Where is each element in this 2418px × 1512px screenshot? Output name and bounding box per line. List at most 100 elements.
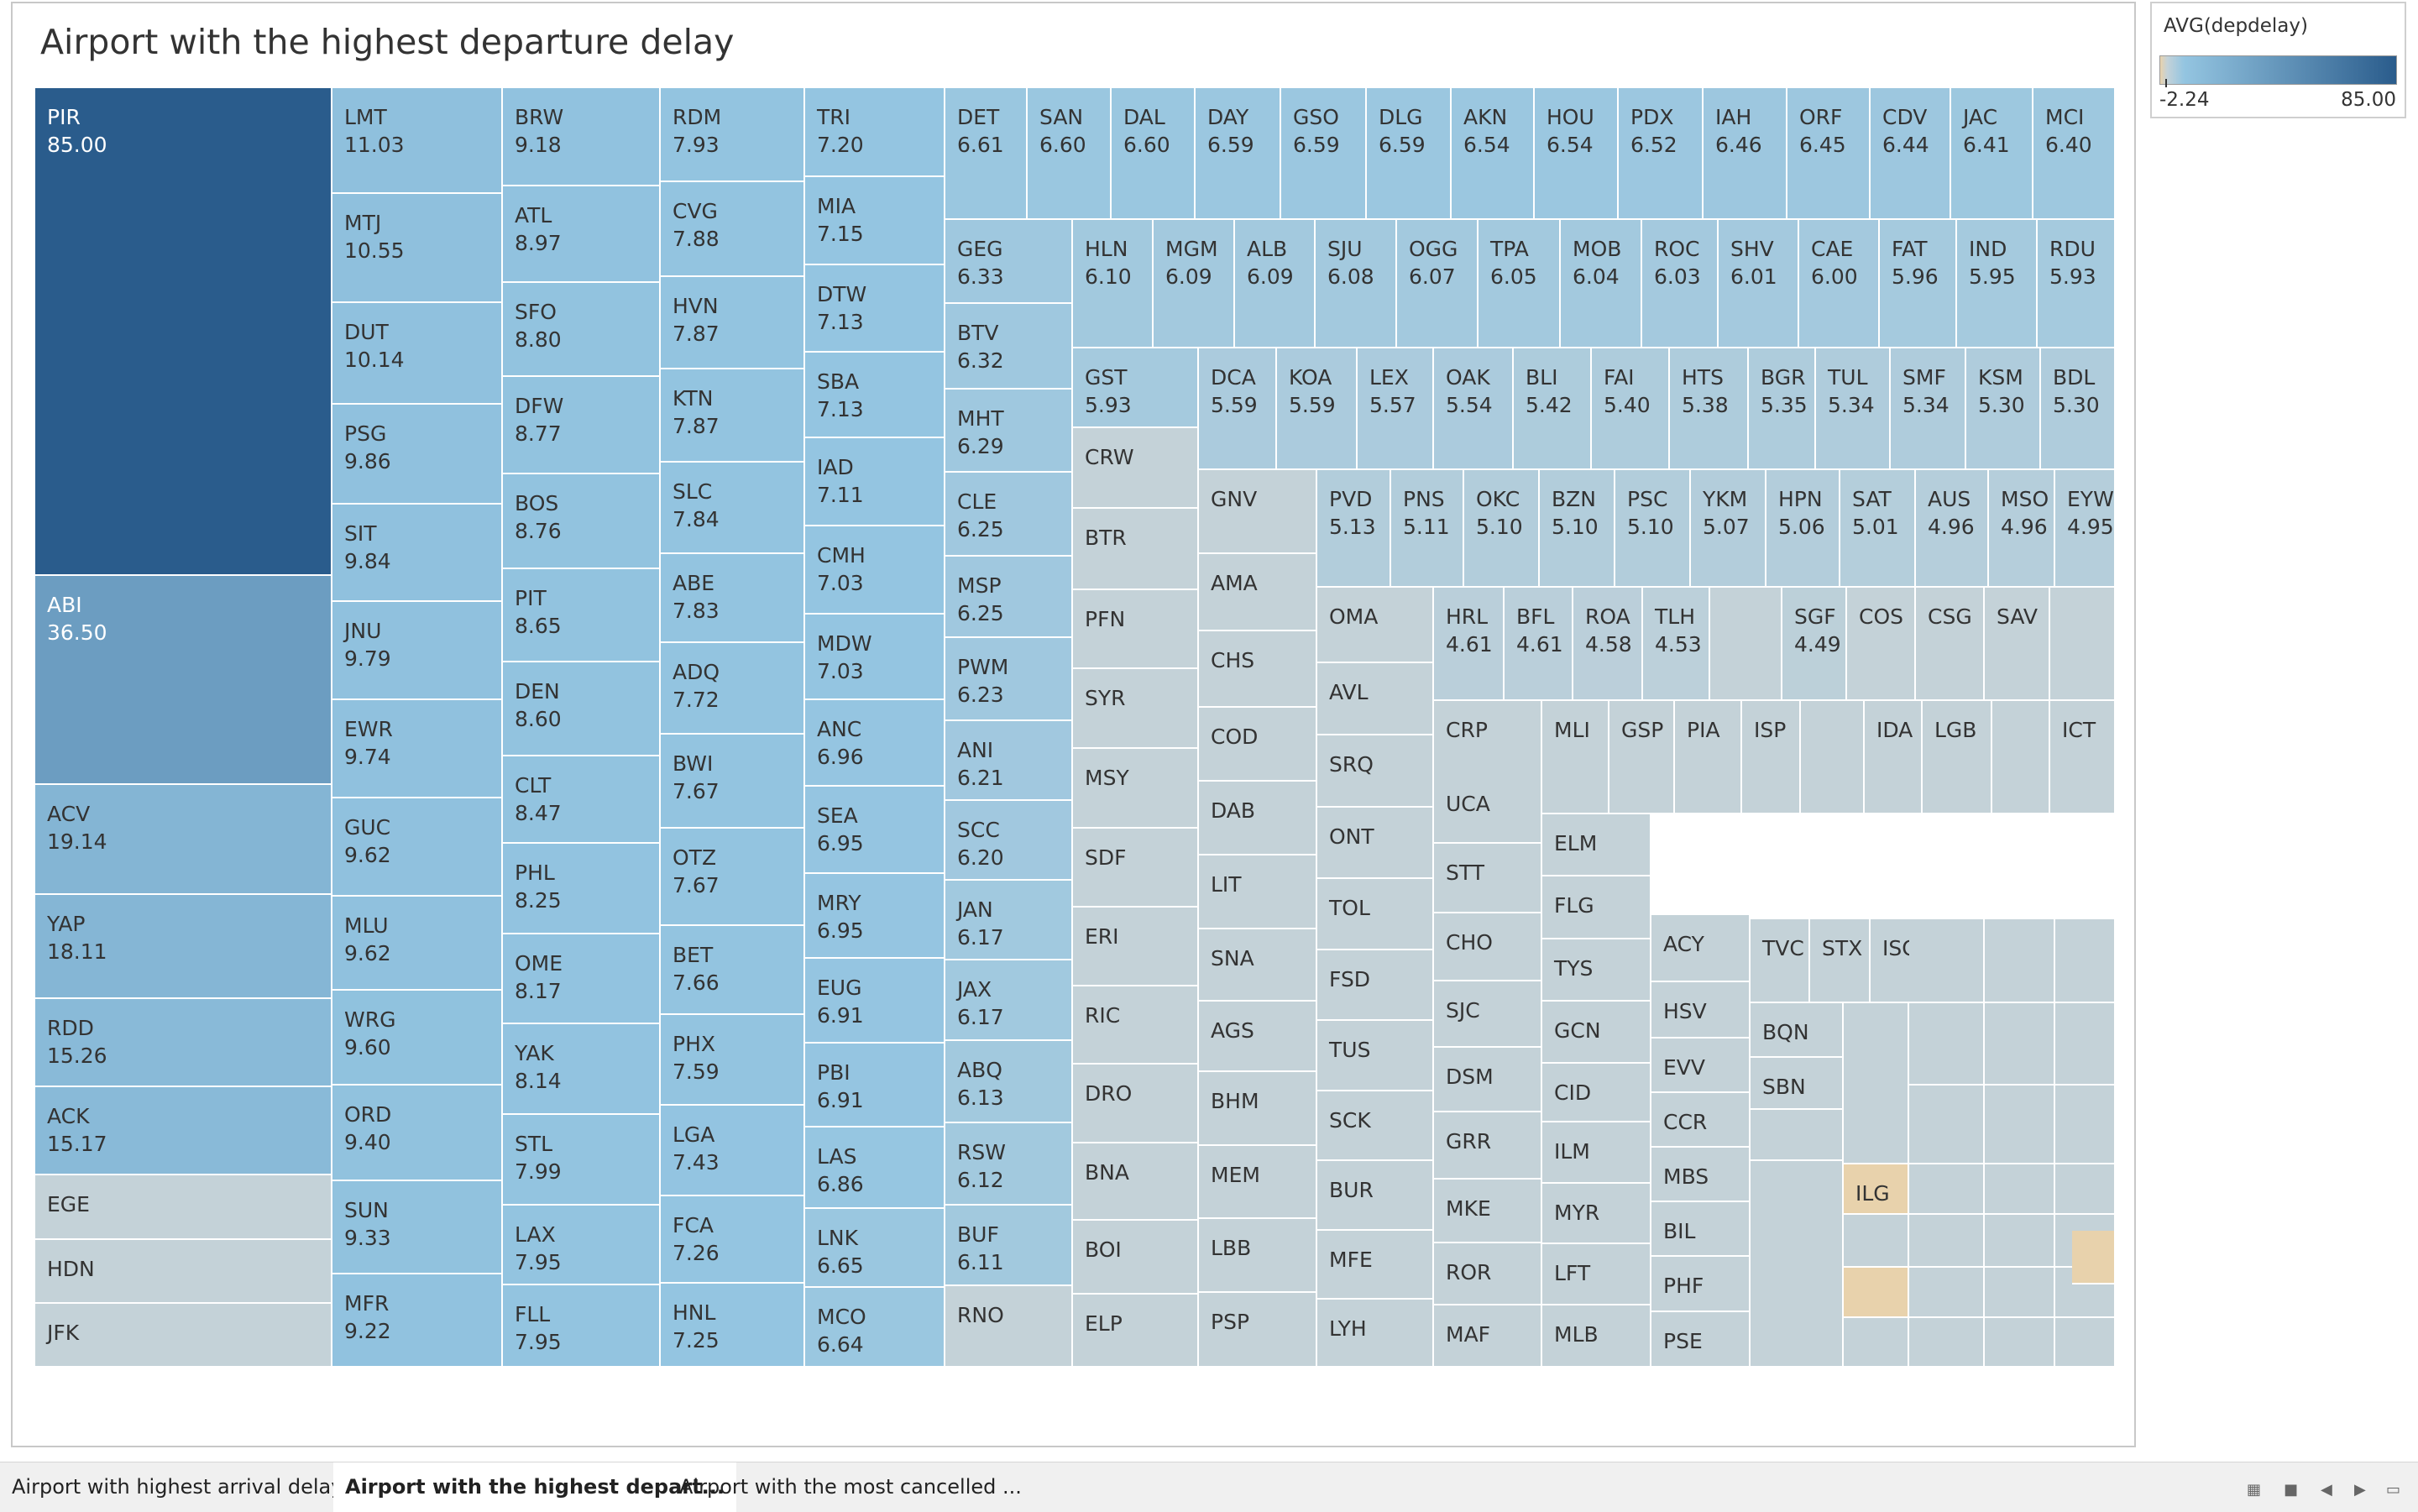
tile-ind[interactable]: IND 5.95: [1957, 220, 2038, 348]
tile-unlabeled[interactable]: [1909, 1268, 1985, 1318]
tile-evv[interactable]: EVV: [1651, 1039, 1751, 1093]
tile-tul[interactable]: TUL 5.34: [1816, 348, 1891, 470]
tile-cho[interactable]: CHO: [1434, 913, 1542, 981]
tile-eyw[interactable]: EYW 4.95: [2055, 470, 2116, 588]
tile-bwi[interactable]: BWI 7.67: [661, 735, 805, 829]
tile-pir[interactable]: PIR 85.00: [35, 88, 332, 576]
tile-eri[interactable]: ERI: [1073, 908, 1199, 986]
tile-btr[interactable]: BTR: [1073, 509, 1199, 590]
tile-mgm[interactable]: MGM 6.09: [1154, 220, 1235, 348]
tile-cdv[interactable]: CDV 6.44: [1871, 88, 1951, 220]
tile-oma[interactable]: OMA: [1317, 588, 1434, 663]
tile-tpa[interactable]: TPA 6.05: [1479, 220, 1561, 348]
tile-fai[interactable]: FAI 5.40: [1592, 348, 1670, 470]
tile-hln[interactable]: HLN 6.10: [1073, 220, 1154, 348]
tile-bzn[interactable]: BZN 5.10: [1540, 470, 1615, 588]
tab-cancelled[interactable]: Airport with the most cancelled ...: [679, 1475, 1022, 1499]
tile-slc[interactable]: SLC 7.84: [661, 463, 805, 554]
tile-hdn[interactable]: HDN: [35, 1240, 332, 1304]
tile-fca[interactable]: FCA 7.26: [661, 1196, 805, 1284]
tile-mfr[interactable]: MFR 9.22: [332, 1274, 503, 1368]
tile-wrg[interactable]: WRG 9.60: [332, 991, 503, 1086]
tile-dal[interactable]: DAL 6.60: [1112, 88, 1196, 220]
tile-unlabeled[interactable]: [1985, 1215, 2055, 1268]
tile-uca[interactable]: UCA: [1434, 775, 1542, 844]
tile-atl[interactable]: ATL 8.97: [503, 186, 661, 283]
tile-rdu[interactable]: RDU 5.93: [2038, 220, 2116, 348]
tile-jac[interactable]: JAC 6.41: [1951, 88, 2033, 220]
tile-unlabeled[interactable]: [1844, 1268, 1909, 1318]
tile-rno[interactable]: RNO: [945, 1286, 1073, 1368]
tile-fll[interactable]: FLL 7.95: [503, 1285, 661, 1368]
tile-avl[interactable]: AVL: [1317, 663, 1434, 735]
tile-hou[interactable]: HOU 6.54: [1535, 88, 1619, 220]
tile-msy[interactable]: MSY: [1073, 749, 1199, 829]
tile-srq[interactable]: SRQ: [1317, 735, 1434, 808]
tile-ont[interactable]: ONT: [1317, 808, 1434, 879]
tile-pia[interactable]: PIA: [1675, 701, 1742, 814]
tile-unlabeled[interactable]: [2072, 1231, 2116, 1284]
tile-cae[interactable]: CAE 6.00: [1799, 220, 1880, 348]
tile-grr[interactable]: GRR: [1434, 1112, 1542, 1180]
tile-mht[interactable]: MHT 6.29: [945, 390, 1073, 473]
tile-ktn[interactable]: KTN 7.87: [661, 369, 805, 463]
tile-bet[interactable]: BET 7.66: [661, 926, 805, 1015]
tile-cod[interactable]: COD: [1199, 708, 1317, 782]
tile-unlabeled[interactable]: [2055, 919, 2116, 1003]
tile-guc[interactable]: GUC 9.62: [332, 798, 503, 897]
tile-anc[interactable]: ANC 6.96: [805, 700, 945, 787]
tile-hnl[interactable]: HNL 7.25: [661, 1284, 805, 1368]
tile-cid[interactable]: CID: [1542, 1064, 1651, 1122]
tile-maf[interactable]: MAF: [1434, 1305, 1542, 1368]
tile-crw[interactable]: CRW: [1073, 428, 1199, 509]
tile-unlabeled[interactable]: [1909, 1318, 1985, 1368]
tile-unlabeled[interactable]: [1909, 1086, 1985, 1164]
tile-sat[interactable]: SAT 5.01: [1840, 470, 1916, 588]
tile-tus[interactable]: TUS: [1317, 1021, 1434, 1091]
tile-abe[interactable]: ABE 7.83: [661, 554, 805, 643]
tile-ilm[interactable]: ILM: [1542, 1122, 1651, 1184]
legend-color-ramp[interactable]: [2159, 55, 2397, 85]
tile-abi[interactable]: ABI 36.50: [35, 576, 332, 785]
tile-smf[interactable]: SMF 5.34: [1891, 348, 1966, 470]
tile-eug[interactable]: EUG 6.91: [805, 959, 945, 1044]
tile-ord[interactable]: ORD 9.40: [332, 1086, 503, 1181]
tile-phl[interactable]: PHL 8.25: [503, 844, 661, 934]
tile-lax[interactable]: LAX 7.95: [503, 1206, 661, 1285]
tile-unlabeled[interactable]: [2055, 1003, 2116, 1086]
tile-bfl[interactable]: BFL 4.61: [1505, 588, 1573, 701]
tile-ogg[interactable]: OGG 6.07: [1397, 220, 1479, 348]
next-sheet-icon[interactable]: ▶: [2354, 1481, 2366, 1499]
tile-unlabeled[interactable]: [1909, 1164, 1985, 1215]
tile-unlabeled[interactable]: [1909, 919, 1985, 1003]
tile-unlabeled[interactable]: [1992, 701, 2050, 814]
tile-msp[interactable]: MSP 6.25: [945, 557, 1073, 638]
tile-dab[interactable]: DAB: [1199, 782, 1317, 855]
tile-stl[interactable]: STL 7.99: [503, 1115, 661, 1206]
tile-rsw[interactable]: RSW 6.12: [945, 1123, 1073, 1206]
tile-dsm[interactable]: DSM: [1434, 1048, 1542, 1112]
tile-sfo[interactable]: SFO 8.80: [503, 283, 661, 377]
tab-departure-delay[interactable]: Airport with the highest depart...: [333, 1462, 736, 1512]
tile-psp[interactable]: PSP: [1199, 1293, 1317, 1368]
tile-pns[interactable]: PNS 5.11: [1391, 470, 1464, 588]
tile-aus[interactable]: AUS 4.96: [1916, 470, 1989, 588]
tile-cvg[interactable]: CVG 7.88: [661, 182, 805, 277]
tile-dro[interactable]: DRO: [1073, 1065, 1199, 1143]
presentation-icon[interactable]: ▭: [2386, 1481, 2401, 1499]
tile-rdd[interactable]: RDD 15.26: [35, 999, 332, 1087]
tile-unlabeled[interactable]: [2055, 1086, 2116, 1164]
tile-mem[interactable]: MEM: [1199, 1146, 1317, 1219]
tile-unlabeled[interactable]: [1985, 919, 2055, 1003]
tile-tvc[interactable]: TVC: [1751, 919, 1810, 1003]
tile-unlabeled[interactable]: [2055, 1318, 2116, 1368]
tile-unlabeled[interactable]: [1985, 1003, 2055, 1086]
tile-lft[interactable]: LFT: [1542, 1244, 1651, 1305]
tile-gcn[interactable]: GCN: [1542, 1002, 1651, 1064]
tile-adq[interactable]: ADQ 7.72: [661, 643, 805, 735]
tile-myr[interactable]: MYR: [1542, 1184, 1651, 1244]
tile-tol[interactable]: TOL: [1317, 879, 1434, 950]
tile-mso[interactable]: MSO 4.96: [1989, 470, 2055, 588]
tile-flg[interactable]: FLG: [1542, 876, 1651, 939]
tile-bqn[interactable]: BQN: [1751, 1003, 1844, 1058]
